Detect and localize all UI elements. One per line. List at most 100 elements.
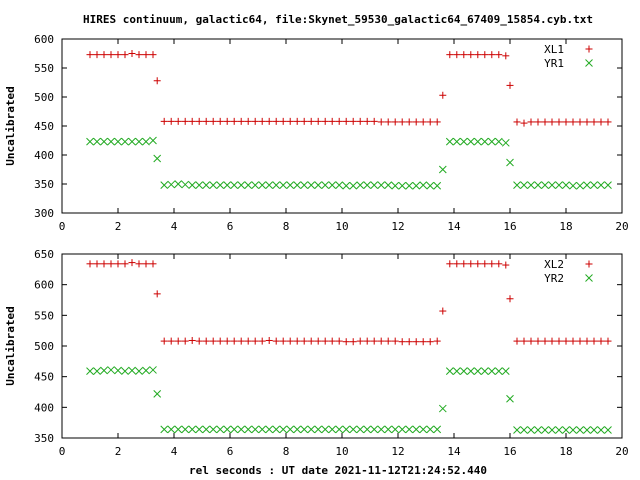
data-point-d2 [527,181,535,190]
data-point [460,51,468,59]
data-point [244,181,253,190]
data-point-d2 [405,425,414,434]
data-point [328,425,337,434]
data-point [181,425,190,434]
data-point [520,119,528,127]
data-point [237,181,246,190]
data-point [349,425,358,434]
data-point-d2 [128,137,136,146]
data-point [149,260,157,268]
data-point [576,337,584,345]
data-point [149,51,157,59]
data-point-d2 [562,181,570,190]
data-point [438,404,447,413]
data-point-d2 [121,137,129,146]
data-point [328,117,336,125]
y-tick-label: 550 [34,309,54,322]
data-point [527,118,535,126]
data-point [569,181,577,190]
data-point [209,425,218,434]
data-point-d2 [258,425,267,434]
x-tick-label: 20 [615,220,628,233]
data-point [590,337,598,345]
data-point [583,118,591,126]
data-point-d2 [149,136,157,145]
data-point-d2 [445,137,454,146]
data-point [195,337,203,345]
data-point [258,425,267,434]
data-point [128,366,136,375]
data-point [128,259,136,267]
data-point-d2 [520,426,528,434]
data-point [300,117,308,125]
data-point-d2 [494,367,503,376]
data-point [548,426,556,434]
data-point [230,181,239,190]
data-point-d2 [555,426,563,434]
data-point [342,425,351,434]
data-point-d2 [426,181,435,190]
data-point [135,367,143,376]
data-point [466,137,475,146]
data-point [405,338,413,346]
data-point-d2 [244,181,253,190]
data-point [300,181,309,190]
data-point-d2 [534,426,542,434]
y-tick-label: 400 [34,149,54,162]
data-point [195,117,203,125]
data-point [251,117,259,125]
data-point [300,425,309,434]
data-point [223,117,231,125]
x-tick-label: 14 [447,220,461,233]
data-point [237,425,246,434]
data-point-d2 [377,425,386,434]
data-point-d2 [216,181,225,190]
data-point [487,137,496,146]
data-point [121,137,129,146]
data-point [93,51,101,59]
data-point-d2 [438,404,447,413]
data-point-d2 [258,181,267,190]
data-point-d2 [86,137,94,146]
data-point-d2 [459,367,468,376]
x-tick-label: 18 [559,445,572,458]
data-point [167,180,176,189]
data-point-d2 [107,137,115,146]
data-point [398,338,406,346]
data-point [439,307,447,315]
data-point-d2 [384,425,393,434]
data-point [377,181,386,190]
data-point-d2 [114,137,122,146]
data-point [279,425,288,434]
data-point [433,118,441,126]
legend-marker [585,274,593,282]
data-point [445,367,454,376]
data-point-d2 [153,154,162,163]
data-point [506,295,514,303]
data-point-d2 [342,425,351,434]
data-point-d2 [506,394,514,403]
x-tick-label: 6 [227,445,234,458]
legend-label: YR2 [544,272,564,285]
data-point-d2 [590,426,598,434]
data-point [555,118,563,126]
data-point [335,117,343,125]
data-point [114,137,122,146]
data-point-d2 [583,181,591,190]
x-axis-title: rel seconds : UT date 2021-11-12T21:24:5… [189,464,487,477]
data-point [356,337,364,345]
data-point-d2 [466,137,475,146]
x-tick-label: 4 [171,445,178,458]
data-point [426,181,435,190]
data-point [527,426,535,434]
data-point-d2 [321,425,330,434]
data-point [459,137,468,146]
data-point [293,181,302,190]
data-point-d2 [445,367,454,376]
data-point-d2 [590,181,598,190]
data-point [513,181,521,190]
data-point [548,337,556,345]
data-point-d2 [548,426,556,434]
data-point-d2 [391,425,400,434]
data-point-d2 [321,181,330,190]
